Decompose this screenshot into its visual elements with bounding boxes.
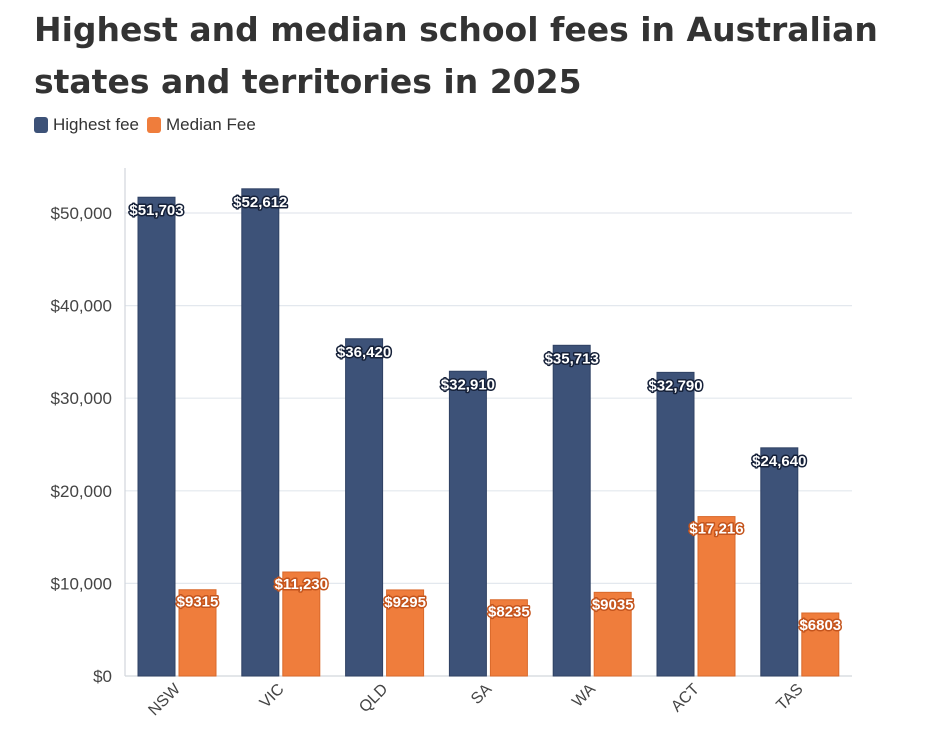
data-label: $35,713 — [545, 350, 599, 367]
legend: Highest fee Median Fee — [34, 114, 264, 136]
data-label: $9035 — [592, 596, 634, 613]
y-tick-label: $0 — [93, 667, 112, 686]
data-label: $51,703 — [129, 202, 183, 219]
legend-item-highest-fee[interactable]: Highest fee — [34, 115, 139, 135]
x-category-label: VIC — [257, 681, 288, 712]
data-label: $17,216 — [689, 521, 743, 538]
bar-median-fee-sa[interactable] — [489, 599, 528, 677]
data-label: $9315 — [177, 594, 219, 611]
bar-highest-fee-tas[interactable] — [760, 447, 799, 677]
y-tick-label: $50,000 — [51, 204, 112, 223]
x-category-label: WA — [569, 681, 599, 711]
y-tick-label: $30,000 — [51, 389, 112, 408]
bar-median-fee-wa[interactable] — [593, 591, 632, 677]
x-category-label: SA — [468, 681, 495, 708]
bar-highest-fee-vic[interactable] — [241, 188, 280, 677]
bar-highest-fee-wa[interactable] — [552, 344, 591, 677]
data-label: $6803 — [799, 617, 841, 634]
bar-median-fee-vic[interactable] — [282, 571, 321, 677]
data-label: $52,612 — [233, 194, 287, 211]
bar-median-fee-nsw[interactable] — [178, 589, 217, 677]
y-tick-label: $10,000 — [51, 574, 112, 593]
x-category-label: NSW — [145, 680, 184, 719]
legend-label-median-fee: Median Fee — [166, 115, 256, 134]
y-tick-label: $20,000 — [51, 482, 112, 501]
data-label: $32,790 — [648, 377, 702, 394]
x-category-label: ACT — [668, 681, 703, 716]
bar-highest-fee-qld[interactable] — [345, 338, 384, 677]
data-label: $9295 — [384, 594, 426, 611]
bar-median-fee-act[interactable] — [697, 516, 736, 677]
data-label: $24,640 — [752, 453, 806, 470]
data-label: $36,420 — [337, 344, 391, 361]
legend-label-highest-fee: Highest fee — [53, 115, 139, 134]
data-label: $32,910 — [441, 376, 495, 393]
bar-median-fee-tas[interactable] — [801, 612, 840, 677]
data-label: $11,230 — [275, 576, 328, 593]
x-category-label: QLD — [356, 681, 391, 716]
y-tick-label: $40,000 — [51, 297, 112, 316]
x-category-label: TAS — [773, 681, 806, 714]
bar-median-fee-qld[interactable] — [386, 589, 425, 677]
legend-swatch-median-fee — [147, 117, 161, 133]
bar-highest-fee-act[interactable] — [656, 371, 695, 677]
bar-highest-fee-sa[interactable] — [448, 370, 487, 677]
legend-item-median-fee[interactable]: Median Fee — [147, 115, 256, 135]
legend-swatch-highest-fee — [34, 117, 48, 133]
chart-title: Highest and median school fees in Austra… — [34, 10, 878, 101]
bar-highest-fee-nsw[interactable] — [137, 196, 176, 677]
data-label: $8235 — [488, 604, 530, 621]
